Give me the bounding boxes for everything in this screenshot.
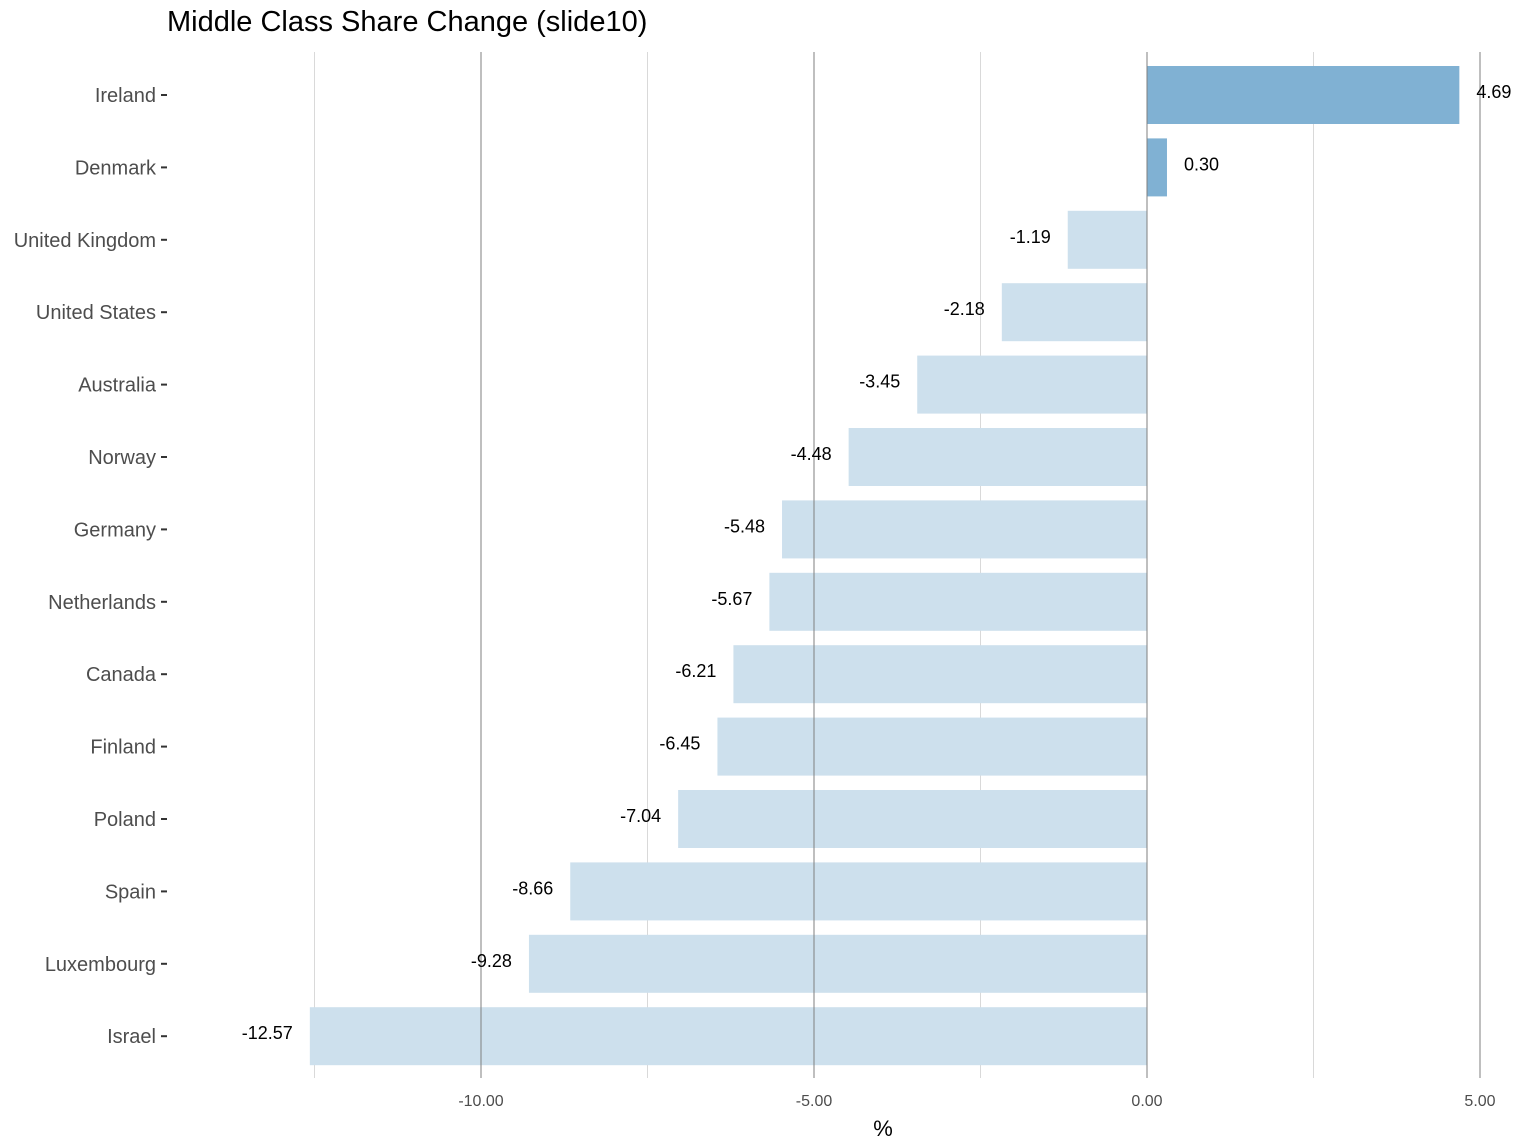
category-label: Israel: [107, 1026, 156, 1048]
data-label: -5.67: [711, 589, 752, 609]
x-axis-title: %: [873, 1116, 893, 1139]
bar-spain: [570, 862, 1147, 921]
bar-canada: [733, 645, 1147, 704]
data-label: -5.48: [724, 516, 765, 536]
category-label: Finland: [90, 737, 156, 759]
data-label: -8.66: [512, 878, 553, 898]
bar-united-kingdom: [1067, 210, 1147, 269]
category-label: Poland: [94, 809, 156, 831]
chart-title: Middle Class Share Change (slide10): [167, 6, 647, 38]
category-labels: Ireland Denmark United Kingdom United State…: [14, 85, 167, 1048]
bar-israel: [309, 1007, 1147, 1066]
bar-united-states: [1001, 283, 1147, 342]
x-tick-label: -5.00: [796, 1093, 833, 1110]
x-tick-labels: -10.00 -5.00 0.00 5.00: [458, 1093, 1495, 1110]
category-label: United Kingdom: [14, 230, 156, 252]
category-label: Ireland: [95, 85, 156, 107]
data-label: 0.30: [1184, 154, 1219, 174]
data-label: -6.45: [659, 734, 700, 754]
data-label: -7.04: [620, 806, 661, 826]
x-tick-label: 0.00: [1131, 1093, 1162, 1110]
category-label: Spain: [105, 881, 156, 903]
bar-luxembourg: [528, 934, 1147, 993]
bar-germany: [782, 500, 1147, 559]
data-label: -12.57: [242, 1023, 293, 1043]
data-label: -3.45: [859, 372, 900, 392]
data-label: -4.48: [791, 444, 832, 464]
bar-norway: [848, 428, 1147, 486]
bar-finland: [717, 717, 1147, 776]
x-tick-label: -10.00: [458, 1093, 503, 1110]
x-tick-label: 5.00: [1464, 1093, 1495, 1110]
bar-poland: [678, 790, 1147, 848]
category-label: Luxembourg: [45, 954, 156, 976]
category-label: Denmark: [75, 157, 157, 179]
category-label: Norway: [88, 447, 156, 469]
bar-netherlands: [769, 572, 1147, 631]
data-label: 4.69: [1476, 82, 1511, 102]
category-label: Australia: [78, 375, 157, 397]
bar-ireland: [1147, 66, 1460, 124]
category-label: Germany: [74, 519, 156, 541]
bar-denmark: [1147, 138, 1167, 197]
data-label: -2.18: [944, 299, 985, 319]
category-label: Netherlands: [48, 592, 156, 614]
data-label: -1.19: [1010, 227, 1051, 247]
category-label: Canada: [86, 664, 157, 686]
data-label: -9.28: [471, 951, 512, 971]
data-label: -6.21: [675, 661, 716, 681]
category-label: United States: [36, 302, 156, 324]
data-labels: 4.69 0.30 -1.19 -2.18 -3.45 -4.48 -5.48 -5.67 -6…: [242, 82, 1512, 1043]
bars: [309, 66, 1460, 1066]
bar-australia: [917, 355, 1147, 414]
